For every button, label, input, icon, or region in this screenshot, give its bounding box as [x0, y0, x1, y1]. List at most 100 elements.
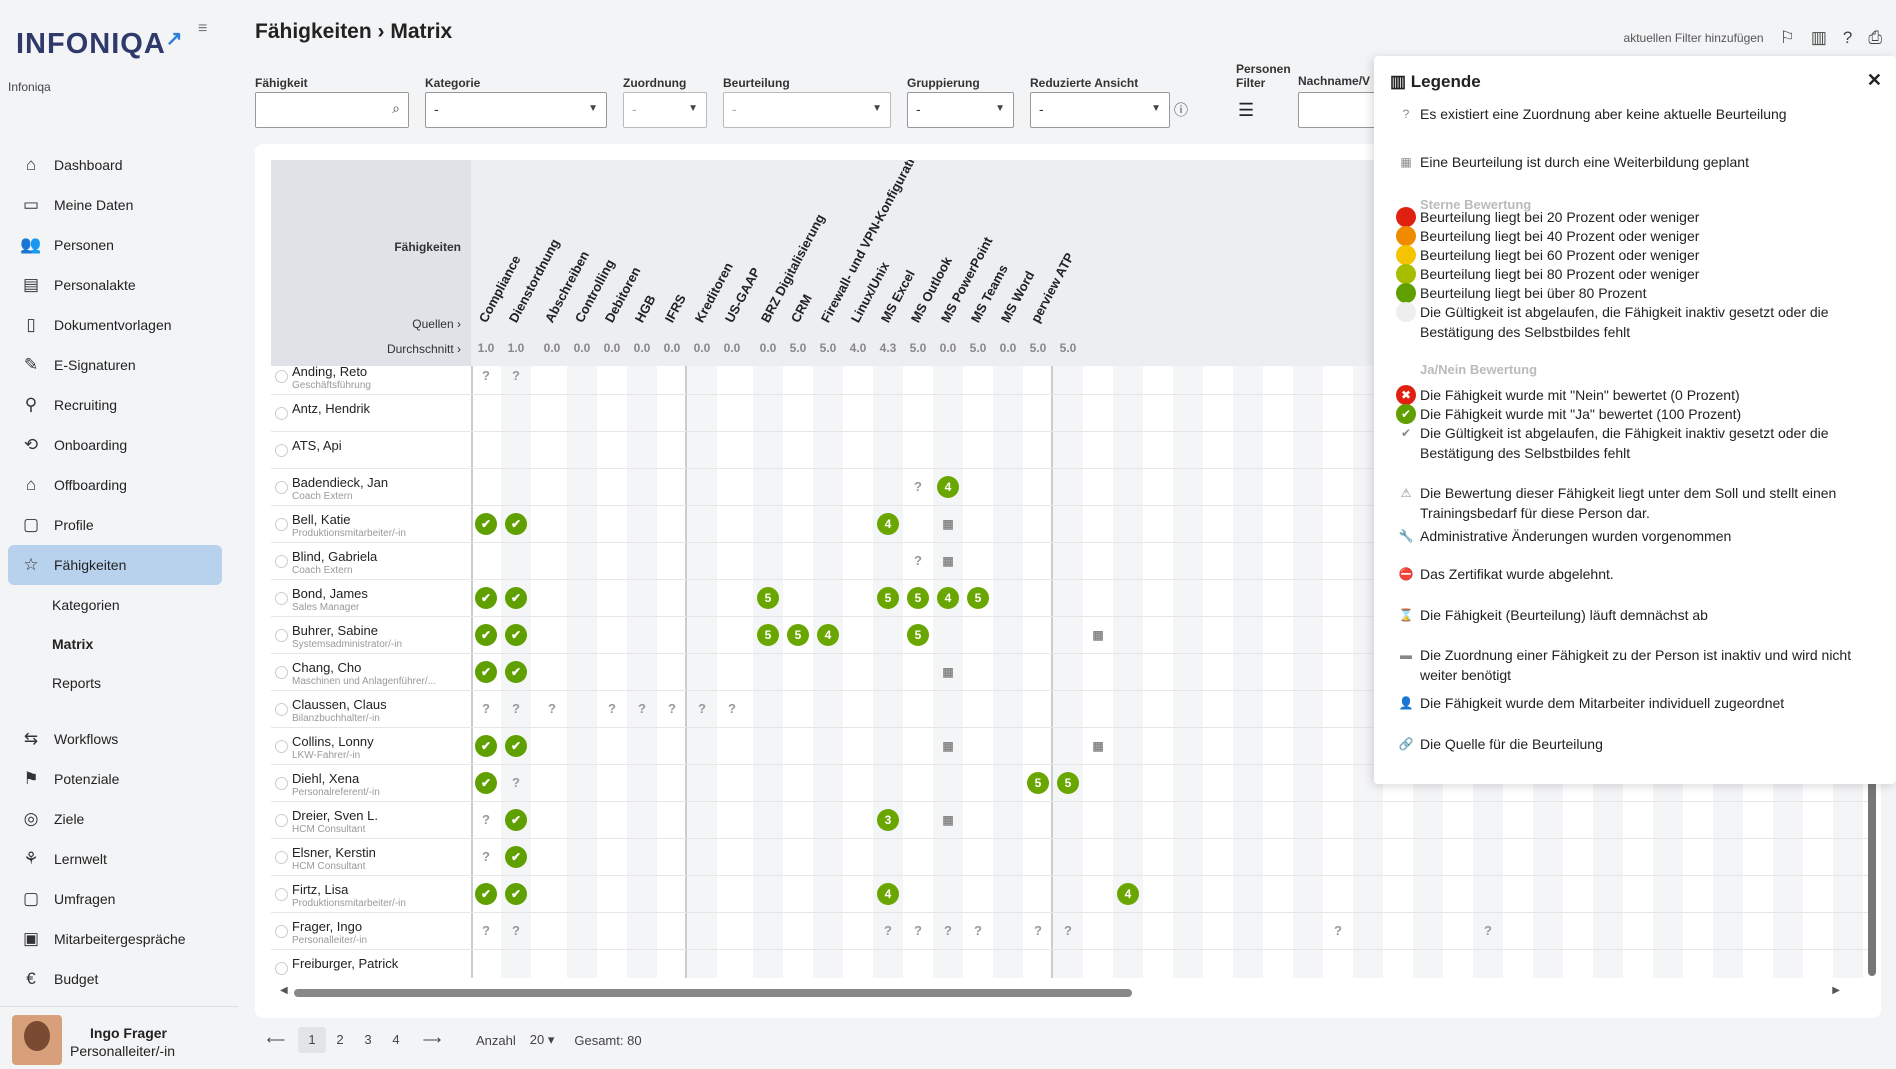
horizontal-scrollbar[interactable]: ◀ ▶	[280, 985, 1840, 998]
nav-item-e-signaturen[interactable]: ✎ E-Signaturen	[8, 345, 222, 385]
row-select-radio[interactable]	[275, 407, 288, 420]
rating-cell[interactable]: 3	[877, 809, 899, 831]
rating-cell[interactable]: 5	[967, 587, 989, 609]
rating-cell[interactable]: ✔	[505, 883, 527, 905]
vertical-scrollbar[interactable]	[1868, 780, 1876, 976]
person-name[interactable]: Firtz, Lisa	[292, 882, 349, 897]
row-select-radio[interactable]	[275, 888, 288, 901]
rating-cell[interactable]: ✔	[475, 772, 497, 794]
nav-item-umfragen[interactable]: ▢ Umfragen	[8, 879, 222, 919]
person-name[interactable]: Freiburger, Patrick	[292, 956, 399, 971]
nav-item-onboarding[interactable]: ⟲ Onboarding	[8, 425, 222, 465]
scroll-thumb[interactable]	[294, 989, 1132, 997]
subnav-matrix[interactable]: Matrix	[52, 635, 94, 652]
person-name[interactable]: Antz, Hendrik	[292, 401, 371, 416]
rating-cell[interactable]: ?	[668, 701, 676, 716]
rating-cell[interactable]: 5	[907, 624, 929, 646]
rating-cell[interactable]: 5	[1057, 772, 1079, 794]
rating-cell[interactable]: ✔	[475, 735, 497, 757]
nav-item-meine-daten[interactable]: ▭ Meine Daten	[8, 185, 222, 225]
scroll-right-icon[interactable]: ▶	[1832, 985, 1840, 996]
bookmark-icon[interactable]: ⚐	[1779, 28, 1795, 47]
rating-cell[interactable]: ?	[482, 812, 490, 827]
rating-cell[interactable]: ✔	[505, 809, 527, 831]
rating-cell[interactable]: ✔	[505, 513, 527, 535]
page-4[interactable]: 4	[392, 1032, 400, 1047]
nav-item-dashboard[interactable]: ⌂ Dashboard	[8, 145, 222, 185]
legend-book-icon[interactable]: ▥	[1810, 28, 1827, 47]
rating-cell[interactable]: 4	[937, 587, 959, 609]
nav-item-ziele[interactable]: ◎ Ziele	[8, 799, 222, 839]
rating-cell[interactable]: ?	[512, 701, 520, 716]
row-select-radio[interactable]	[275, 666, 288, 679]
rating-cell[interactable]: ?	[608, 701, 616, 716]
rating-cell[interactable]: ?	[512, 923, 520, 938]
nav-item-profile[interactable]: ▢ Profile	[8, 505, 222, 545]
column-header[interactable]: HGB	[631, 292, 659, 325]
rating-cell[interactable]: ?	[944, 923, 952, 938]
row-select-radio[interactable]	[275, 962, 288, 975]
nav-item-budget[interactable]: € Budget	[8, 959, 222, 999]
person-name[interactable]: Frager, Ingo	[292, 919, 363, 934]
rating-cell[interactable]: ▦	[942, 554, 954, 568]
row-select-radio[interactable]	[275, 703, 288, 716]
rating-cell[interactable]: ▦	[1092, 628, 1104, 642]
nav-item-dokumentvorlagen[interactable]: ▯ Dokumentvorlagen	[8, 305, 222, 345]
person-name[interactable]: Buhrer, Sabine	[292, 623, 379, 638]
prev-page-icon[interactable]: ⟵	[266, 1032, 286, 1047]
rating-cell[interactable]: ▦	[942, 813, 954, 827]
rating-cell[interactable]: 4	[1117, 883, 1139, 905]
column-header[interactable]: CRM	[787, 291, 815, 325]
rating-cell[interactable]: ?	[698, 701, 706, 716]
rating-cell[interactable]: 4	[877, 883, 899, 905]
nav-item-workflows[interactable]: ⇆ Workflows	[8, 719, 222, 759]
user-box[interactable]: Ingo Frager Personalleiter/-in	[0, 1006, 238, 1069]
person-name[interactable]: Chang, Cho	[292, 660, 362, 675]
rating-cell[interactable]: ?	[638, 701, 646, 716]
assign-select[interactable]: - ▼	[623, 92, 707, 128]
rating-cell[interactable]: ▦	[942, 739, 954, 753]
subnav-kategorien[interactable]: Kategorien	[52, 596, 120, 613]
rating-cell[interactable]: ?	[1034, 923, 1042, 938]
rating-cell[interactable]: ?	[482, 368, 490, 383]
rating-cell[interactable]: ✔	[505, 587, 527, 609]
print-icon[interactable]: ⎙	[1868, 28, 1882, 47]
person-name[interactable]: Anding, Reto	[292, 364, 368, 379]
info-icon[interactable]: ⓘ	[1174, 102, 1188, 118]
person-name[interactable]: Elsner, Kerstin	[292, 845, 376, 860]
count-select[interactable]: 20 ▾	[529, 1032, 555, 1047]
page-3[interactable]: 3	[364, 1032, 372, 1047]
rating-cell[interactable]: ?	[1484, 923, 1492, 938]
person-name[interactable]: Diehl, Xena	[292, 771, 360, 786]
row-select-radio[interactable]	[275, 740, 288, 753]
rating-cell[interactable]: 5	[907, 587, 929, 609]
rating-cell[interactable]: ✔	[475, 513, 497, 535]
rating-cell[interactable]: ▦	[942, 665, 954, 679]
rating-cell[interactable]: ✔	[475, 624, 497, 646]
next-page-icon[interactable]: ⟶	[422, 1032, 442, 1047]
person-name[interactable]: Dreier, Sven L.	[292, 808, 378, 823]
rating-cell[interactable]: ✔	[475, 661, 497, 683]
row-select-radio[interactable]	[275, 592, 288, 605]
row-select-radio[interactable]	[275, 925, 288, 938]
rating-cell[interactable]: ?	[512, 368, 520, 383]
rating-cell[interactable]: ✔	[505, 624, 527, 646]
nav-item-lernwelt[interactable]: ⚘ Lernwelt	[8, 839, 222, 879]
rating-cell[interactable]: ✔	[475, 587, 497, 609]
list-filter-icon[interactable]: ☰	[1238, 100, 1255, 120]
person-name[interactable]: Bond, James	[292, 586, 368, 601]
rating-cell[interactable]: 5	[757, 587, 779, 609]
nav-item-personalakte[interactable]: ▤ Personalakte	[8, 265, 222, 305]
help-icon[interactable]: ?	[1842, 28, 1853, 47]
rating-cell[interactable]: ?	[914, 553, 922, 568]
rating-cell[interactable]: ?	[974, 923, 982, 938]
person-name[interactable]: Claussen, Claus	[292, 697, 387, 712]
row-select-radio[interactable]	[275, 851, 288, 864]
column-header[interactable]: perview ATP	[1027, 250, 1077, 325]
close-icon[interactable]: ✕	[1866, 70, 1882, 90]
skill-search-input[interactable]: ⌕	[255, 92, 409, 128]
person-name[interactable]: Badendieck, Jan	[292, 475, 389, 490]
person-name[interactable]: Collins, Lonny	[292, 734, 374, 749]
row-select-radio[interactable]	[275, 481, 288, 494]
nav-item-recruiting[interactable]: ⚲ Recruiting	[8, 385, 222, 425]
